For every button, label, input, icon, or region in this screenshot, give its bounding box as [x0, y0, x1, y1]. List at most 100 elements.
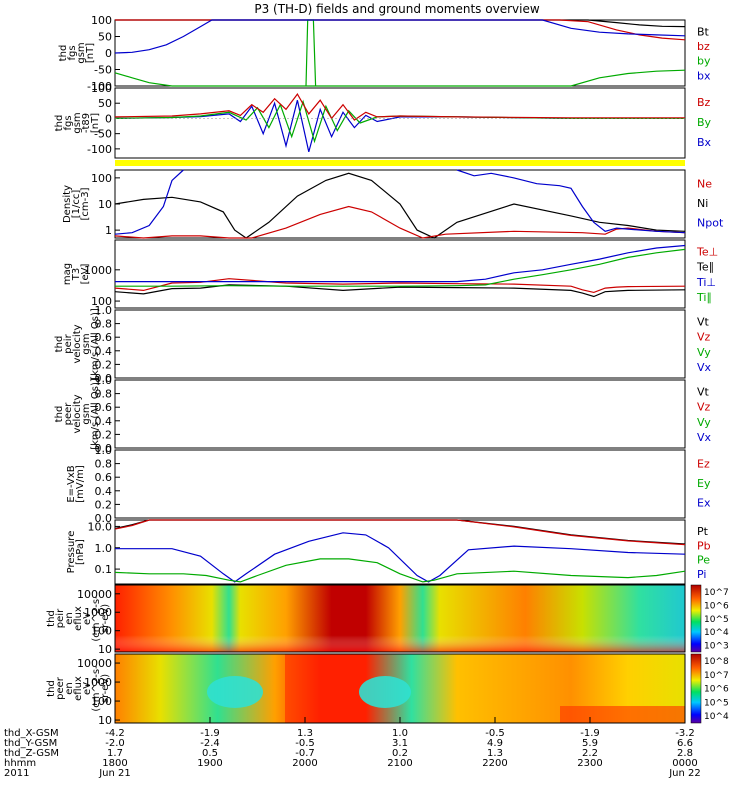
series-temp-Ti-3: [115, 248, 686, 287]
ylabel-temp-0: mag: [62, 263, 73, 285]
legend-pressure-1: Pb: [697, 539, 711, 552]
ylabel-peir_eflux-3: eflux: [73, 606, 84, 631]
colorbar-label-peir_eflux-2: 10^5: [704, 615, 729, 625]
colorbar-label-peir_eflux-3: 10^4: [704, 628, 729, 638]
legend-temp-2: Ti⊥: [696, 276, 716, 289]
y-tick-label-temp-0: 1000: [84, 264, 112, 277]
colorbar-label-peer_eflux-2: 10^6: [704, 685, 729, 695]
panel-fgs: [114, 19, 686, 87]
y-tick-label-peir_vel-3: 0.4: [95, 345, 113, 358]
orbit-value-1-3: 3.1: [392, 738, 408, 749]
peir-spectrogram-shade: [115, 585, 685, 652]
panel-peir-vel-frame: [114, 309, 686, 379]
peer-colorbar: [690, 653, 702, 724]
ylabel-peir_vel-3: gsm: [81, 333, 92, 354]
orbit-value-3-4: 2200: [482, 758, 507, 769]
legend-fgs-2: by: [697, 55, 711, 68]
ylabel-peir_vel-1: peir: [63, 333, 74, 353]
generated-marks: 100500-50-100thdfgsgsm[nT]Btbzbybx100500…: [4, 14, 729, 779]
legend-pressure-2: Pe: [697, 554, 710, 567]
orbit-value-0-1: -1.9: [200, 728, 220, 739]
colorbar-label-peer_eflux-0: 10^8: [704, 657, 729, 667]
y-tick-label-peer_eflux-3: 10: [98, 714, 112, 727]
y-tick-label-fgs-3: -50: [94, 64, 112, 77]
legend-efield-1: Ey: [697, 477, 711, 490]
legend-efield-2: Ex: [697, 497, 711, 510]
legend-fgs-0: Bt: [697, 25, 710, 38]
y-tick-label-fgs_dt-4: -100: [87, 143, 112, 156]
series-density-Npotlate-3: [456, 169, 686, 234]
ylabel-peer_eflux-2: en: [64, 682, 75, 695]
y-tick-label-peer_eflux-0: 10000: [77, 657, 112, 670]
orbit-value-0-2: 1.3: [297, 728, 313, 739]
figure-title: P3 (TH-D) fields and ground moments over…: [254, 2, 539, 16]
y-tick-label-peir_eflux-2: 100: [91, 625, 112, 638]
legend-peir_vel-2: Vy: [697, 346, 711, 359]
panel-temp: [114, 239, 686, 309]
ylabel-fgs-1: fgs: [67, 45, 78, 60]
ylabel-peir_vel-4: [km/s (All Qs)]: [90, 308, 101, 380]
orbit-row-label-0: thd_X-GSM: [4, 728, 59, 739]
orbit-row-label-2: thd_Z-GSM: [4, 748, 59, 759]
panel-peir-eflux: [114, 584, 702, 653]
legend-density-0: Ne: [697, 178, 712, 191]
ylabel-peir_eflux-5: (cm^2-s-: [91, 595, 102, 642]
orbit-value-0-0: -4.2: [105, 728, 125, 739]
y-tick-label-pressure-0: 10.0: [88, 520, 113, 533]
orbit-value-2-0: 1.7: [107, 748, 123, 759]
y-tick-label-peer_vel-2: 0.6: [95, 401, 113, 414]
legend-peer_vel-2: Vy: [697, 416, 711, 429]
orbit-value-1-0: -2.0: [105, 738, 125, 749]
ylabel-peer_vel-2: velocity: [72, 394, 83, 433]
ylabel-temp-1: T3: [71, 268, 82, 281]
orbit-row-label-3: hhmm: [4, 758, 36, 769]
ylabel-peer_eflux-3: eflux: [73, 676, 84, 701]
y-tick-label-efield-3: 0.4: [95, 485, 113, 498]
legend-peir_vel-3: Vx: [697, 361, 712, 374]
series-fgs-bz-1: [115, 19, 686, 41]
y-tick-label-fgs-4: -100: [87, 80, 112, 93]
y-tick-label-pressure-1: 1.0: [95, 542, 113, 555]
panel-peer-eflux: [114, 653, 702, 724]
series-fgs-Bt-0: [115, 19, 686, 28]
colorbar-label-peer_eflux-3: 10^5: [704, 698, 729, 708]
ylabel-peir_eflux-4: eV: [82, 612, 93, 625]
ylabel-fgs_dt-3: -t89: [81, 113, 92, 133]
peer-spectrogram-low-band: [560, 706, 685, 723]
panel-temp-frame: [114, 239, 686, 309]
orbit-value-3-1: 1900: [197, 758, 222, 769]
y-tick-label-peir_eflux-3: 10: [98, 643, 112, 656]
panel-peir-vel: [114, 309, 686, 379]
orbit-value-2-4: 1.3: [487, 748, 503, 759]
ylabel-peer_eflux-0: thd: [46, 680, 57, 697]
ylabel-fgs_dt-4: [nT]: [90, 113, 101, 133]
legend-peir_vel-0: Vt: [697, 316, 710, 329]
ylabel-fgs-0: thd: [58, 45, 69, 62]
series-temp-Te-0: [114, 284, 686, 298]
orbit-value-0-4: -0.5: [485, 728, 505, 739]
series-density-Ni-0: [114, 172, 686, 239]
colorbar-label-peer_eflux-4: 10^4: [704, 712, 729, 722]
orbit-value-1-2: -0.5: [295, 738, 315, 749]
y-tick-label-fgs_dt-3: -50: [94, 128, 112, 141]
y-tick-label-peir_vel-4: 0.2: [95, 358, 113, 371]
panel-efield: [114, 449, 686, 519]
panel-fgs-dt: [114, 87, 686, 159]
y-tick-label-peir_eflux-0: 10000: [77, 588, 112, 601]
legend-fgs_dt-1: By: [697, 116, 712, 129]
legend-peer_vel-1: Vz: [697, 401, 711, 414]
orbit-value-3-5: 2300: [577, 758, 602, 769]
panel-peer-vel: [114, 379, 686, 449]
ylabel-peer_vel-1: peer: [63, 402, 74, 426]
legend-pressure-0: Pt: [697, 525, 709, 538]
orbit-value-1-1: -2.4: [200, 738, 220, 749]
y-tick-label-peir_vel-0: 1.0: [95, 304, 113, 317]
panel-peer-vel-frame: [114, 379, 686, 449]
ylabel-fgs_dt-0: thd: [54, 115, 65, 132]
y-tick-label-peer_vel-0: 1.0: [95, 374, 113, 387]
y-tick-label-peer_vel-1: 0.8: [95, 388, 113, 401]
orbit-value-2-1: 0.5: [202, 748, 218, 759]
series-temp-Ti-2: [115, 244, 686, 283]
peir-colorbar: [690, 584, 702, 653]
ylabel-fgs-3: [nT]: [85, 43, 96, 63]
